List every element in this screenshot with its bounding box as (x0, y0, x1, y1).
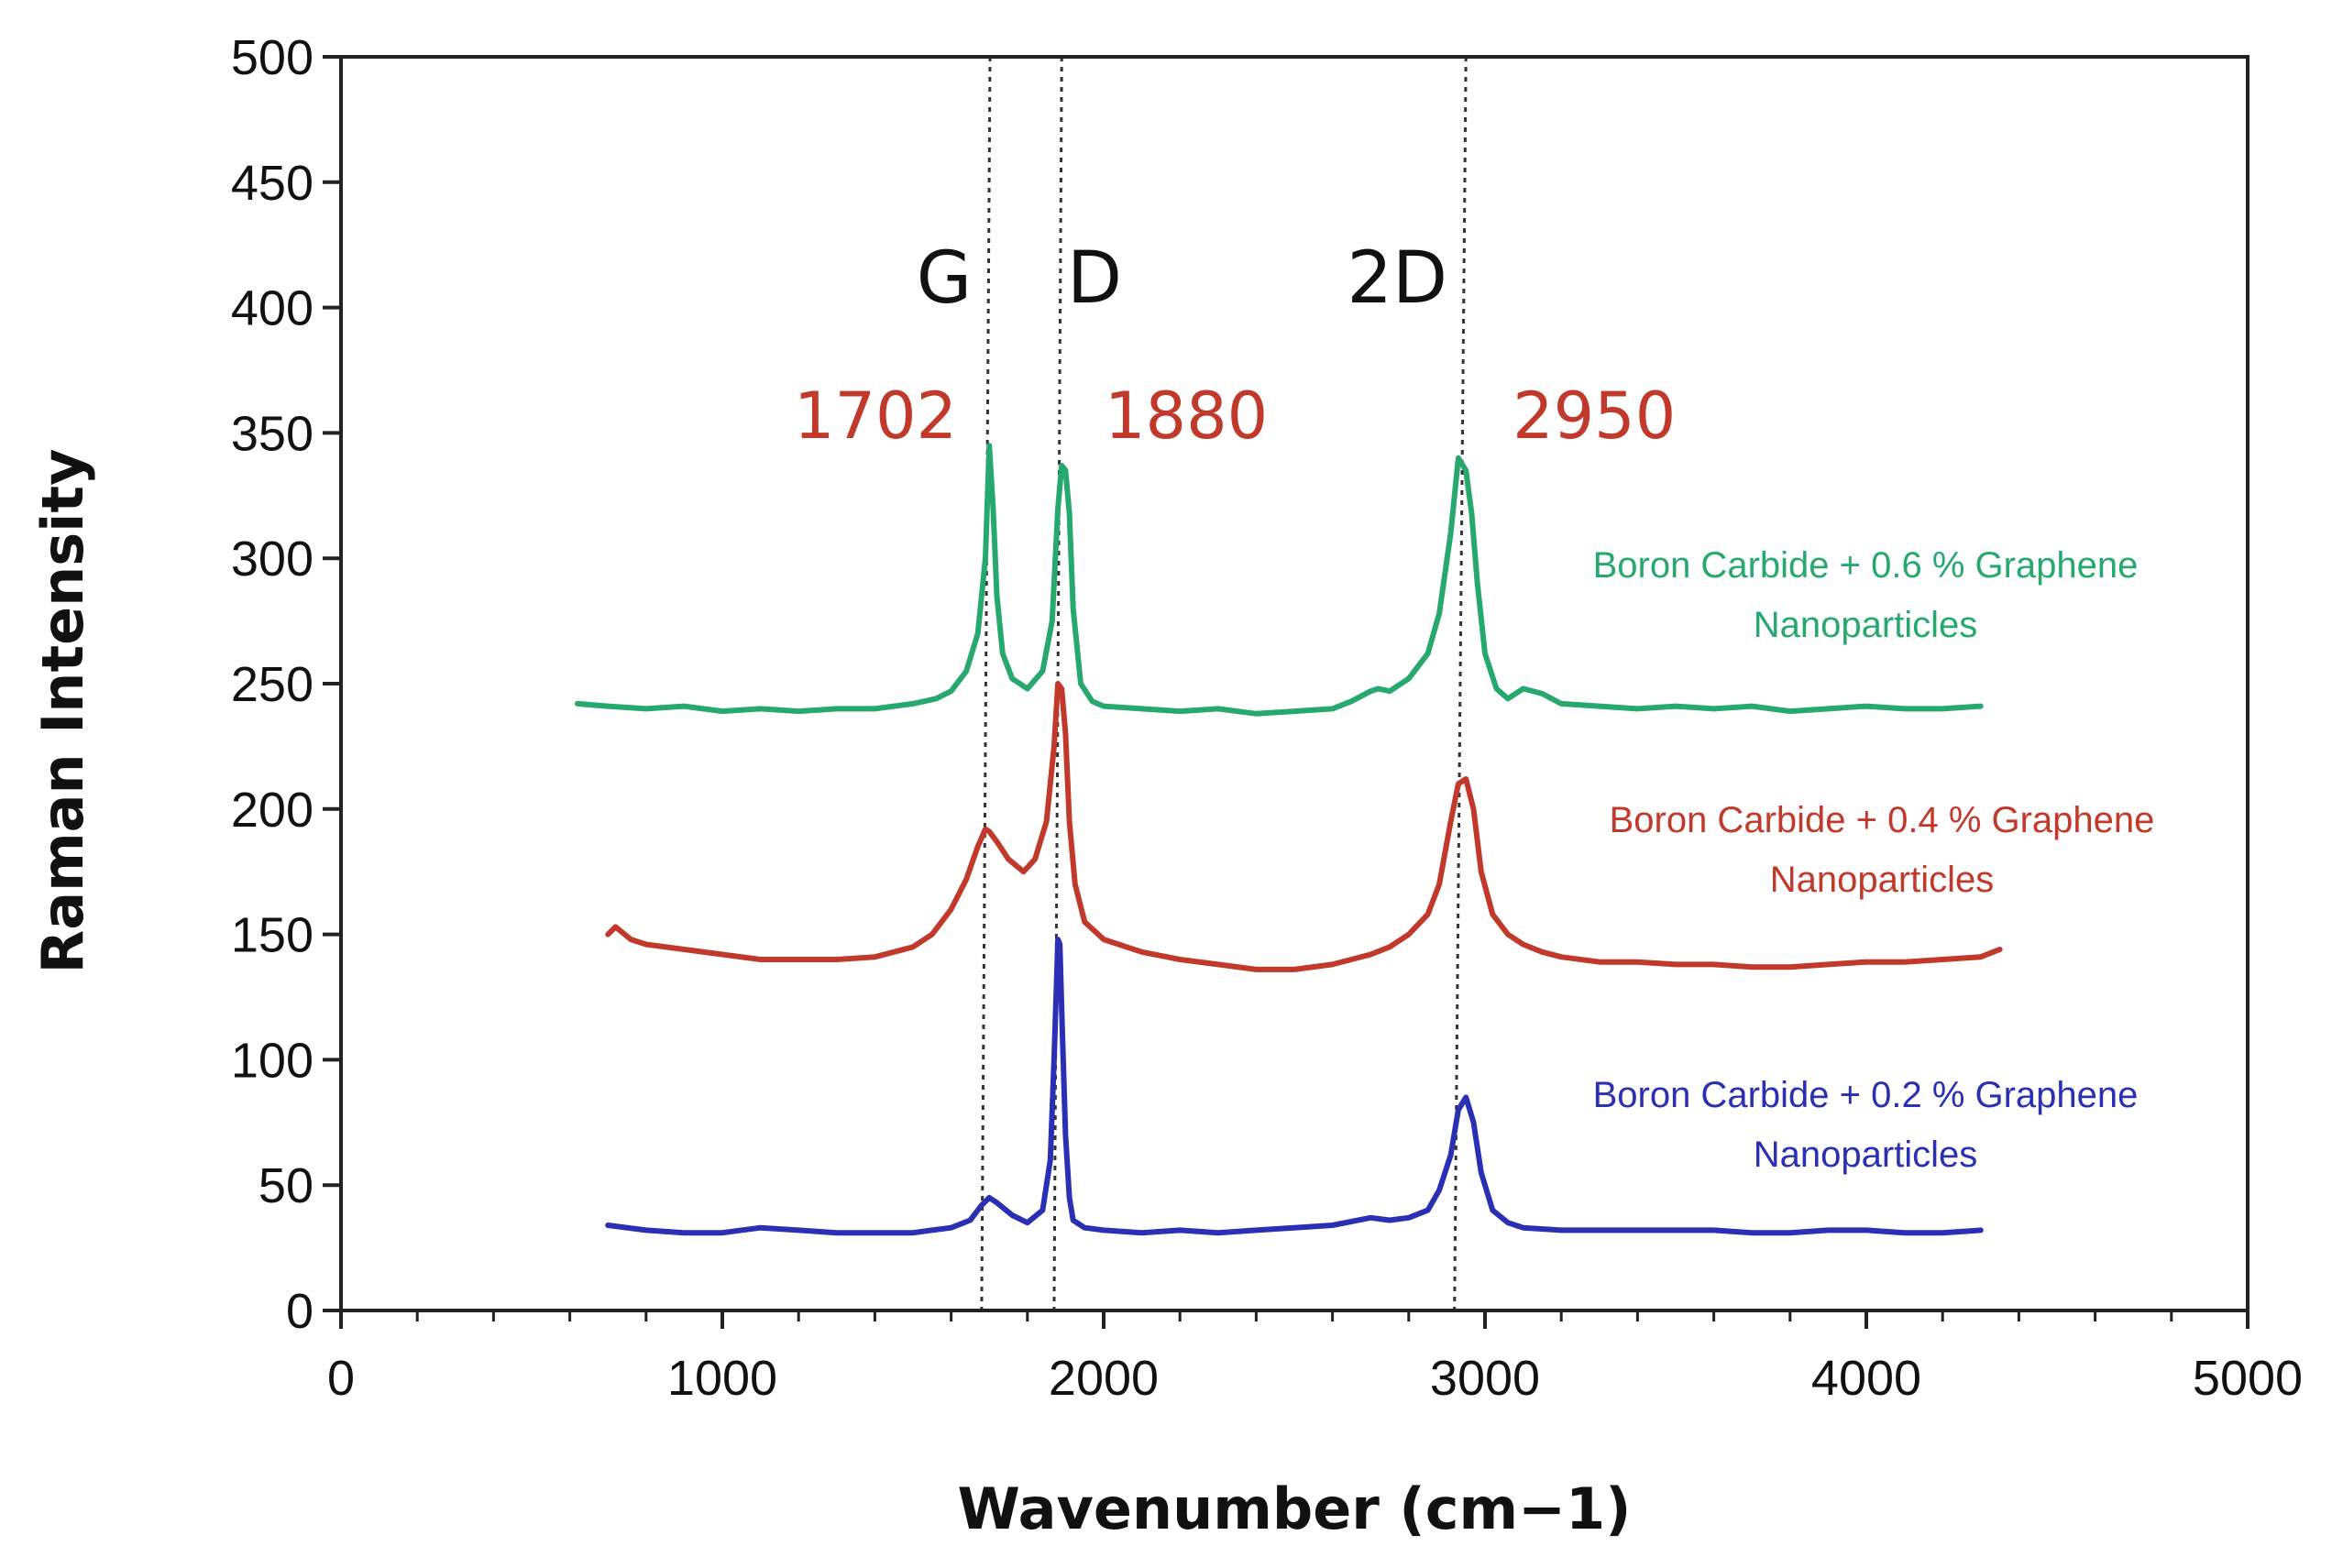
series-legend-text: Nanoparticles (1770, 860, 1995, 900)
band-label: D (1067, 237, 1122, 320)
peak-labels: 1702 1880 2950 (794, 378, 1676, 454)
peak-value-label: 1702 (794, 378, 957, 454)
x-axis-title: Wavenumber (cm−1) (957, 1475, 1631, 1542)
series-lines (574, 443, 2003, 1236)
y-tick-label: 400 (231, 281, 314, 336)
series-legend-text: Boron Carbide + 0.2 % Graphene (1593, 1075, 2139, 1115)
band-label: G (917, 237, 972, 320)
x-tick-label: 5000 (2193, 1351, 2303, 1406)
peak-reference-line (1453, 56, 1468, 1311)
series-line-1 (605, 681, 2003, 972)
series-legend: Boron Carbide + 0.6 % Graphene Nanopartic… (1593, 545, 2155, 1175)
y-tick-label: 100 (231, 1033, 314, 1088)
x-tick-label: 3000 (1430, 1351, 1540, 1406)
band-labels: G D 2D (917, 237, 1447, 320)
peak-value-label: 1880 (1105, 378, 1268, 454)
series-legend-text: Nanoparticles (1754, 605, 1978, 645)
y-tick-label: 350 (231, 406, 314, 461)
series-line-0 (574, 443, 1984, 717)
x-tick-label: 2000 (1049, 1351, 1159, 1406)
band-label: 2D (1347, 237, 1447, 320)
series-line-2 (605, 937, 1984, 1236)
x-tick-label: 1000 (667, 1351, 777, 1406)
y-axis-title: Raman Intensity (29, 449, 96, 974)
y-tick-label: 250 (231, 657, 314, 712)
peak-value-label: 2950 (1512, 378, 1676, 454)
series-legend-text: Boron Carbide + 0.6 % Graphene (1593, 545, 2139, 586)
peak-reference-line (980, 56, 992, 1311)
y-axis: 0 50 100 150 200 250 300 350 400 450 500 (231, 30, 341, 1339)
series-legend-text: Boron Carbide + 0.4 % Graphene (1610, 800, 2155, 840)
y-tick-label: 0 (286, 1284, 314, 1339)
x-axis: 0 1000 2000 3000 4000 5000 (327, 1310, 2303, 1406)
x-tick-label: 0 (327, 1351, 355, 1406)
plot-frame (339, 55, 2250, 1312)
x-tick-label: 4000 (1811, 1351, 1921, 1406)
y-tick-label: 150 (231, 908, 314, 963)
y-tick-label: 50 (258, 1158, 314, 1213)
y-tick-label: 450 (231, 156, 314, 211)
y-tick-label: 500 (231, 30, 314, 85)
y-tick-label: 300 (231, 532, 314, 587)
series-legend-text: Nanoparticles (1754, 1135, 1978, 1175)
y-tick-label: 200 (231, 783, 314, 838)
